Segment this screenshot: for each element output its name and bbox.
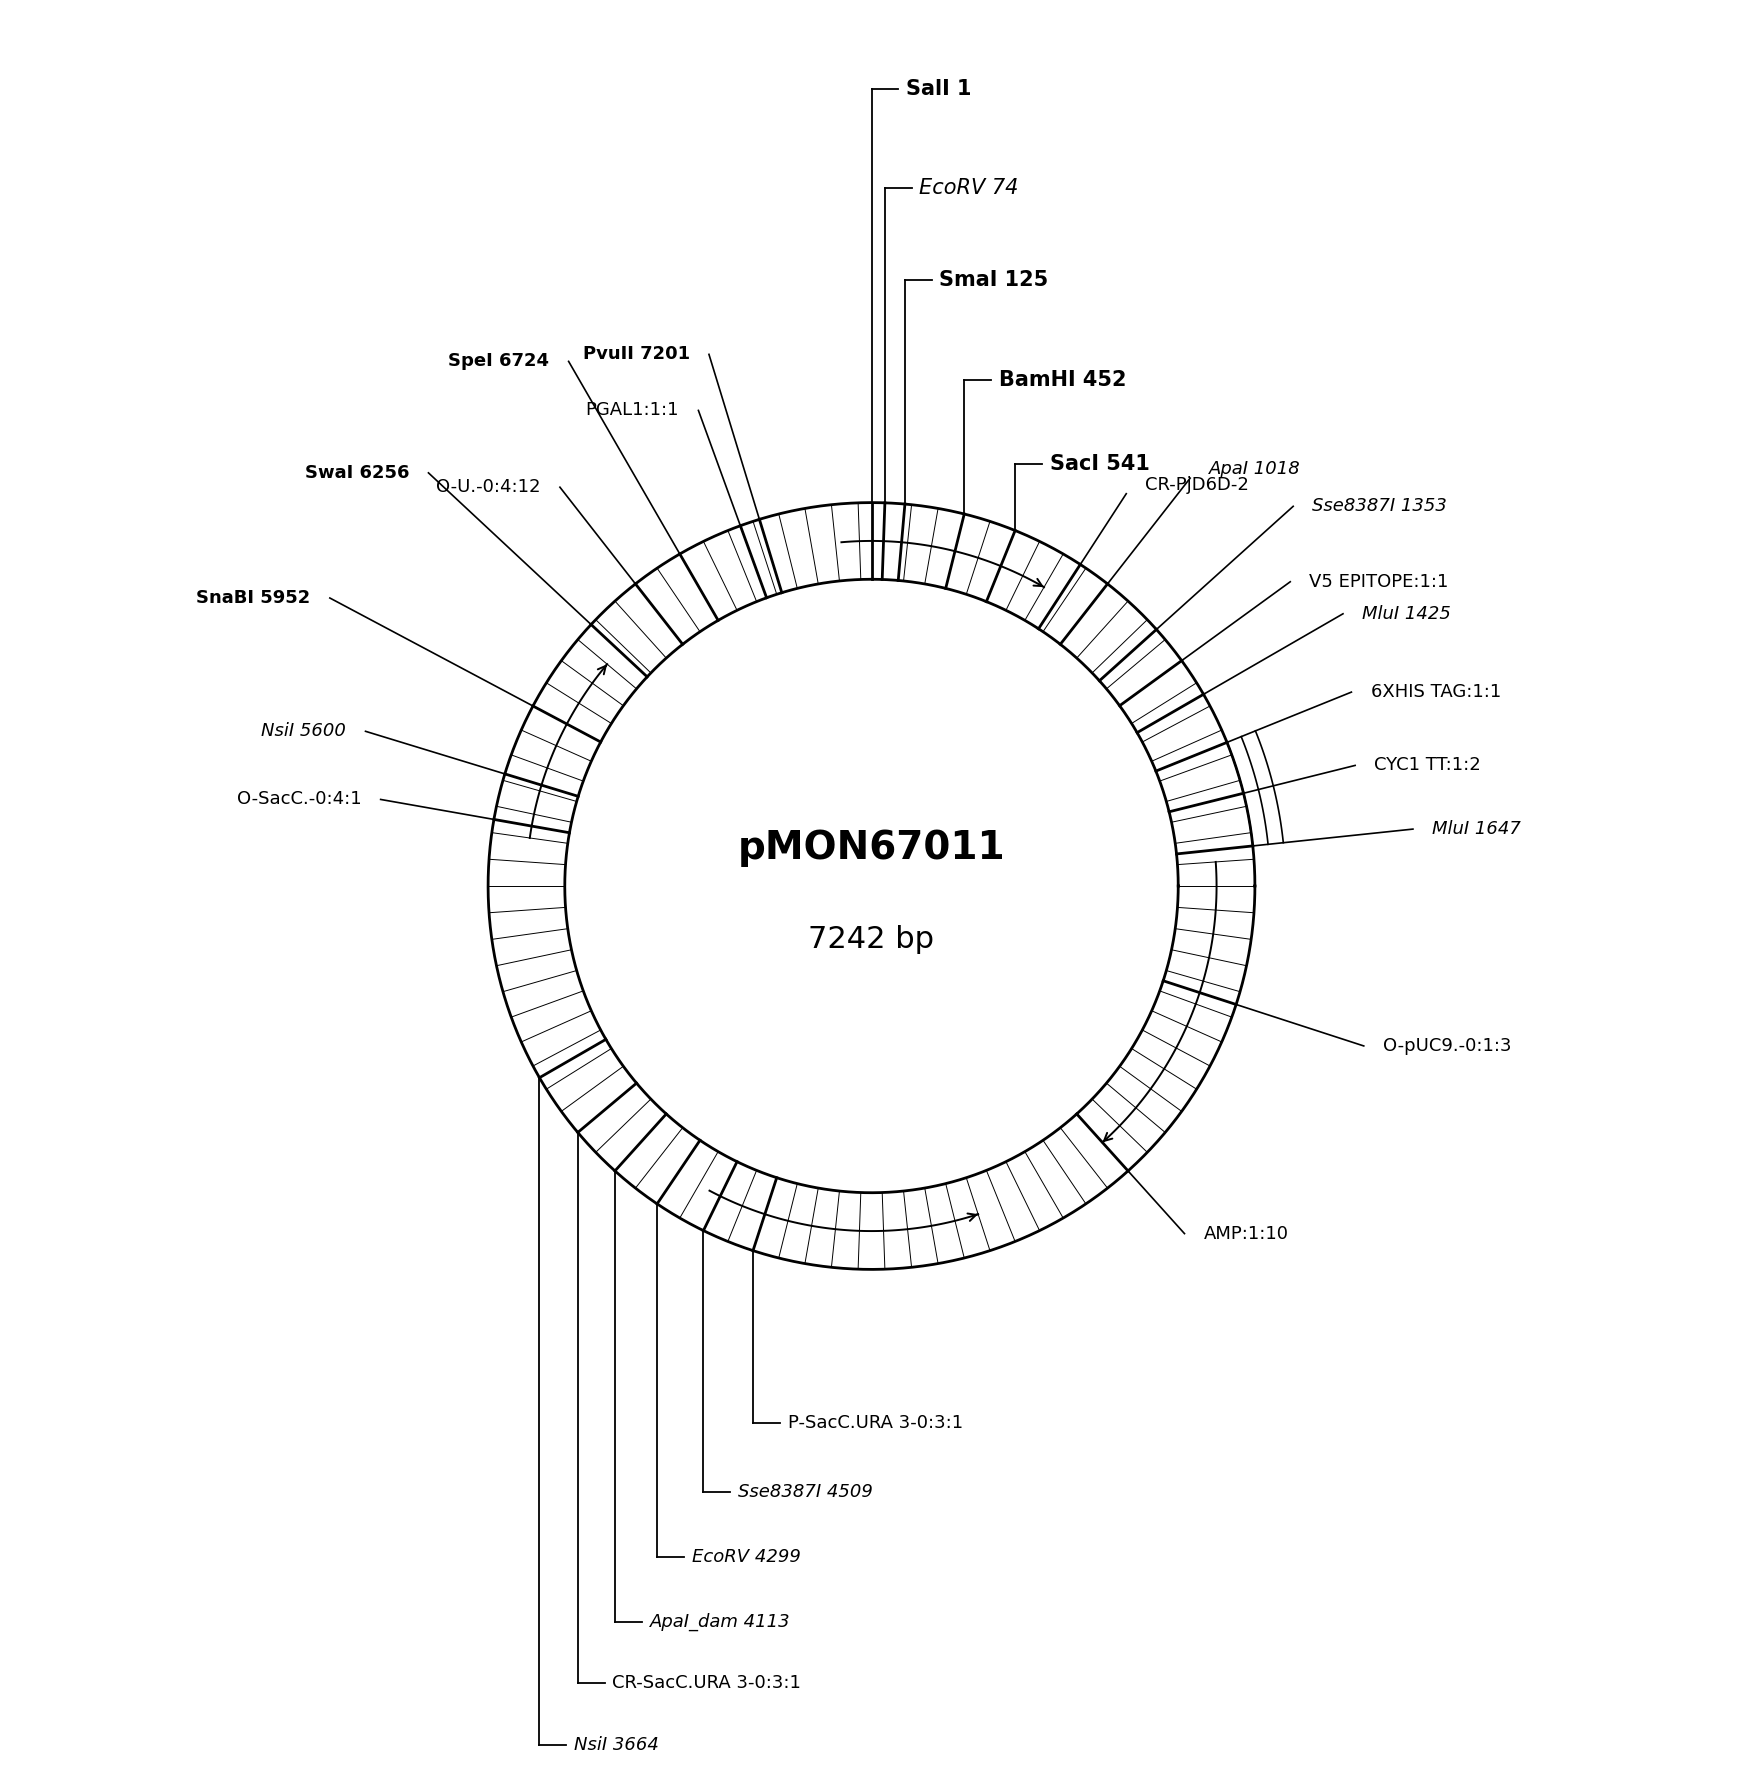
Text: BamHI 452: BamHI 452 bbox=[999, 370, 1126, 390]
Text: Sse8387I 4509: Sse8387I 4509 bbox=[737, 1483, 873, 1501]
Text: SmaI 125: SmaI 125 bbox=[939, 269, 1049, 291]
Text: MluI 1425: MluI 1425 bbox=[1363, 604, 1450, 622]
Text: O-SacC.-0:4:1: O-SacC.-0:4:1 bbox=[237, 790, 361, 808]
Text: EcoRV 4299: EcoRV 4299 bbox=[692, 1549, 800, 1566]
Text: SacI 541: SacI 541 bbox=[1049, 454, 1149, 475]
Text: O-pUC9.-0:1:3: O-pUC9.-0:1:3 bbox=[1382, 1037, 1511, 1054]
Text: SnaBI 5952: SnaBI 5952 bbox=[197, 588, 310, 608]
Text: V5 EPITOPE:1:1: V5 EPITOPE:1:1 bbox=[1309, 572, 1448, 590]
Text: MluI 1647: MluI 1647 bbox=[1433, 820, 1522, 838]
Text: NsiI 3664: NsiI 3664 bbox=[573, 1737, 659, 1754]
Text: PvuII 7201: PvuII 7201 bbox=[582, 346, 690, 363]
Text: NsiI 5600: NsiI 5600 bbox=[261, 723, 347, 741]
Text: ApaI 1018: ApaI 1018 bbox=[1210, 461, 1300, 478]
Text: 6XHIS TAG:1:1: 6XHIS TAG:1:1 bbox=[1370, 682, 1501, 702]
Text: EcoRV 74: EcoRV 74 bbox=[919, 179, 1018, 198]
Text: CYC1 TT:1:2: CYC1 TT:1:2 bbox=[1373, 757, 1482, 774]
Text: ApaI_dam 4113: ApaI_dam 4113 bbox=[650, 1613, 790, 1632]
Text: 7242 bp: 7242 bp bbox=[809, 925, 934, 953]
Text: pMON67011: pMON67011 bbox=[737, 829, 1006, 867]
Text: Sse8387I 1353: Sse8387I 1353 bbox=[1312, 498, 1447, 516]
Text: CR-SacC.URA 3-0:3:1: CR-SacC.URA 3-0:3:1 bbox=[612, 1675, 802, 1692]
Text: SalI 1: SalI 1 bbox=[906, 78, 971, 99]
Text: P-SacC.URA 3-0:3:1: P-SacC.URA 3-0:3:1 bbox=[788, 1414, 962, 1432]
Text: PGAL1:1:1: PGAL1:1:1 bbox=[586, 402, 680, 420]
Text: AMP:1:10: AMP:1:10 bbox=[1204, 1224, 1288, 1242]
Text: O-U.-0:4:12: O-U.-0:4:12 bbox=[436, 478, 540, 496]
Text: SwaI 6256: SwaI 6256 bbox=[305, 464, 410, 482]
Text: CR-PjD6D-2: CR-PjD6D-2 bbox=[1145, 475, 1250, 494]
Text: SpeI 6724: SpeI 6724 bbox=[448, 353, 549, 370]
